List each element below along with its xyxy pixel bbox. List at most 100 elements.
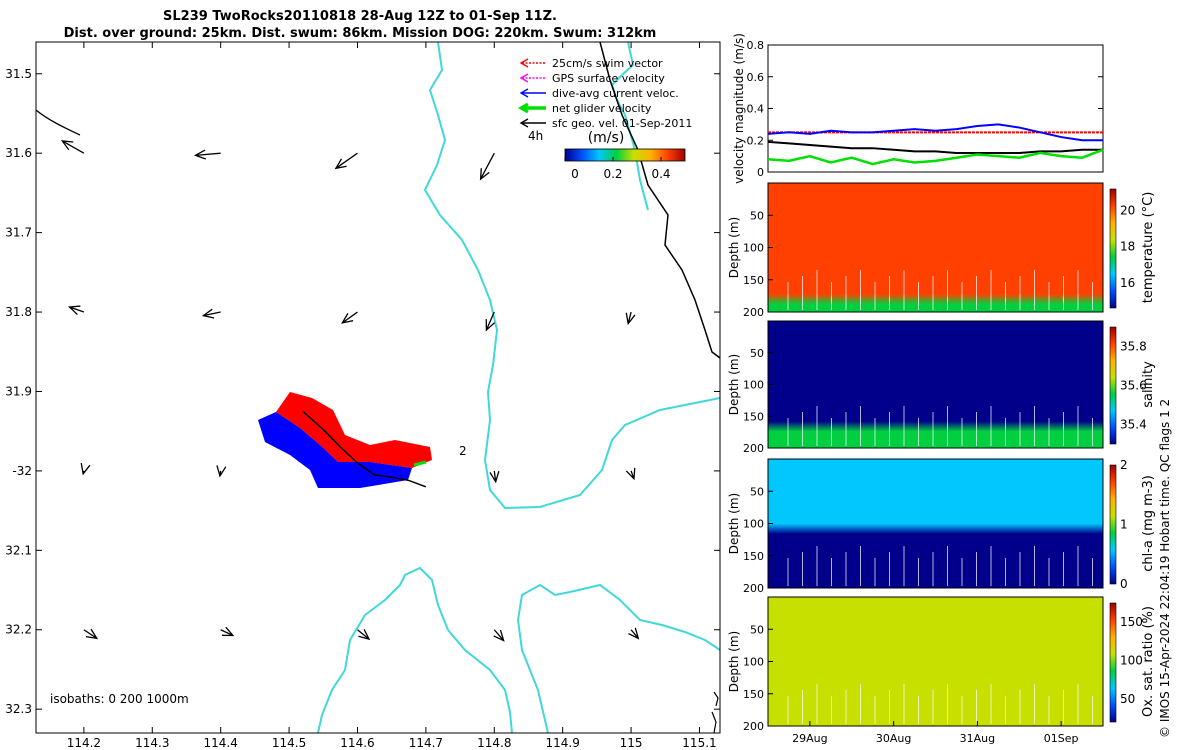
- map-legend: 25cm/s swim vector GPS surface velocity di…: [517, 57, 692, 130]
- temperature-colorbar: [1109, 188, 1117, 309]
- velocity-panel-frame: [767, 44, 1104, 173]
- sfc-geo-velocity-vector-head: [625, 312, 636, 326]
- oxygen-colorbar: [1109, 602, 1117, 723]
- speed-colorbar: [564, 148, 686, 162]
- legend-item: dive-avg current veloc.: [519, 87, 679, 100]
- colorbar-tick-label: 0.2: [603, 167, 622, 181]
- depth-tick-label: 50: [750, 485, 764, 498]
- glider-track-red: [276, 392, 432, 468]
- legend-swatch-head: [519, 118, 529, 128]
- sfc-geo-velocity-vector-head: [60, 140, 74, 151]
- velocity-y-tick-label: 0.8: [747, 39, 765, 52]
- sfc-geo-velocity-vector: [625, 311, 636, 326]
- legend-label: dive-avg current veloc.: [552, 87, 679, 100]
- sfc-geo-velocity-vector: [479, 152, 495, 181]
- sfc-geo-velocity-vector-head: [485, 319, 495, 332]
- chlorophyll-colorbar-tick-label: 2: [1120, 458, 1128, 472]
- legend-item: GPS surface velocity: [519, 72, 665, 85]
- temperature-section-field: [768, 183, 1103, 312]
- depth-tick-label: 50: [750, 209, 764, 222]
- map-x-tick-label: 115: [620, 736, 643, 750]
- depth-tick-label: 100: [743, 518, 764, 531]
- sfc-geo-velocity-vector-head: [341, 313, 354, 324]
- chlorophyll-colorbar-tick-label: 1: [1120, 518, 1128, 532]
- map-y-tick-label: 31.8: [5, 305, 32, 319]
- depth-tick-label: 100: [743, 379, 764, 392]
- map-y-tick-label: 31.5: [5, 67, 32, 81]
- map-x-tick-label: 114.4: [204, 736, 238, 750]
- chlorophyll-colorbar-tick-label: 0: [1120, 577, 1128, 591]
- colorbar-tick-label: 0.4: [651, 167, 670, 181]
- chlorophyll-section-field: [768, 459, 1103, 588]
- depth-tick-label: 200: [743, 306, 764, 319]
- map-x-tick-label: 115.1: [682, 736, 716, 750]
- sfc-geo-velocity-vector-head: [625, 467, 636, 481]
- sfc-geo-velocity-vector-head: [479, 168, 490, 181]
- time-tick-label: 31Aug: [960, 732, 995, 745]
- sfc-geo-velocity-vector-head: [67, 305, 81, 316]
- salinity-colorbar-tick-label: 35.4: [1120, 418, 1147, 432]
- sfc-geo-velocity-vector: [625, 467, 636, 481]
- oxygen-section-field: [768, 597, 1103, 726]
- temperature-colorbar-tick-label: 20: [1120, 204, 1135, 218]
- temperature-colorbar-tick-label: 18: [1120, 240, 1135, 254]
- temperature-section-panel: 50 100 150 200 Depth (m) 16 18 20 temperature (°…: [727, 182, 1156, 319]
- sfc-geo-velocity-vector-shaft: [83, 629, 98, 639]
- chlorophyll-colorbar-label: chl-a (mg m-3): [1141, 475, 1156, 572]
- oxygen-ylabel: Depth (m): [727, 631, 741, 692]
- depth-tick-label: 50: [750, 623, 764, 636]
- sfc-geo-velocity-vector: [489, 470, 500, 484]
- depth-tick-label: 150: [743, 410, 764, 423]
- legend-item: 25cm/s swim vector: [519, 57, 663, 70]
- sfc-geo-velocity-vector-head: [201, 308, 215, 319]
- sfc-geo-velocity-vector: [60, 140, 85, 154]
- sfc-geo-velocity-vector-head: [80, 462, 91, 476]
- depth-tick-label: 50: [750, 347, 764, 360]
- velocity-y-tick-label: 0.2: [747, 134, 765, 147]
- sfc-geo-velocity-vector-head: [628, 627, 640, 640]
- legend-item: net glider velocity: [517, 102, 652, 115]
- legend-label: sfc geo. vel. 01-Sep-2011: [552, 117, 692, 130]
- velocity-series-current: [767, 123, 1103, 142]
- sfc-geo-velocity-vector: [36, 109, 81, 136]
- sfc-geo-velocity-vector-shaft: [493, 470, 497, 482]
- velocity-y-tick-label: 0.4: [747, 103, 765, 116]
- sfc-geo-velocity-vector-shaft: [480, 152, 495, 180]
- sfc-geo-velocity-vector-shaft: [69, 306, 85, 313]
- velocity-series-sfc-geo: [767, 140, 1103, 154]
- sfc-geo-velocity-vector-shaft: [203, 311, 221, 317]
- salinity-colorbar-label: salinity: [1141, 361, 1156, 408]
- sfc-geo-velocity-vector-shaft: [627, 311, 632, 324]
- map-y-tick-label: 31.9: [5, 384, 32, 398]
- oxygen-colorbar-label: Ox. sat. ratio (%): [1141, 606, 1156, 717]
- depth-tick-label: 100: [743, 656, 764, 669]
- legend-swatch-head: [517, 102, 529, 114]
- map-plot-area: [36, 42, 720, 733]
- map-x-tick-label: 114.3: [135, 736, 169, 750]
- point-marker-label: 2: [459, 444, 467, 458]
- map-y-tick-label: 32.3: [5, 702, 32, 716]
- sfc-geo-velocity-vector-shaft: [195, 152, 221, 157]
- net-glider-velocity-segment: [413, 460, 427, 467]
- map-x-tick-label: 114.5: [272, 736, 306, 750]
- legend-swatch-head: [519, 88, 529, 98]
- depth-tick-label: 200: [743, 442, 764, 455]
- sfc-geo-velocity-vector-head: [85, 628, 99, 640]
- sfc-geo-velocity-vector: [67, 305, 85, 316]
- sfc-geo-velocity-vector-shaft: [630, 629, 639, 639]
- legend-swatch-head: [519, 73, 529, 83]
- depth-tick-label: 150: [743, 550, 764, 563]
- figure-title-line-1: SL239 TwoRocks20110818 28-Aug 12Z to 01-…: [163, 9, 557, 24]
- sfc-geo-velocity-vector: [83, 628, 99, 640]
- sfc-geo-velocity-vector-head: [493, 629, 505, 642]
- depth-tick-label: 150: [743, 274, 764, 287]
- chlorophyll-colorbar: [1109, 464, 1117, 585]
- sfc-geo-velocity-vector: [493, 629, 505, 642]
- sfc-geo-velocity-vector-shaft: [341, 311, 358, 324]
- legend-item: sfc geo. vel. 01-Sep-2011: [519, 117, 692, 130]
- oxygen-colorbar-tick-label: 150: [1120, 615, 1143, 629]
